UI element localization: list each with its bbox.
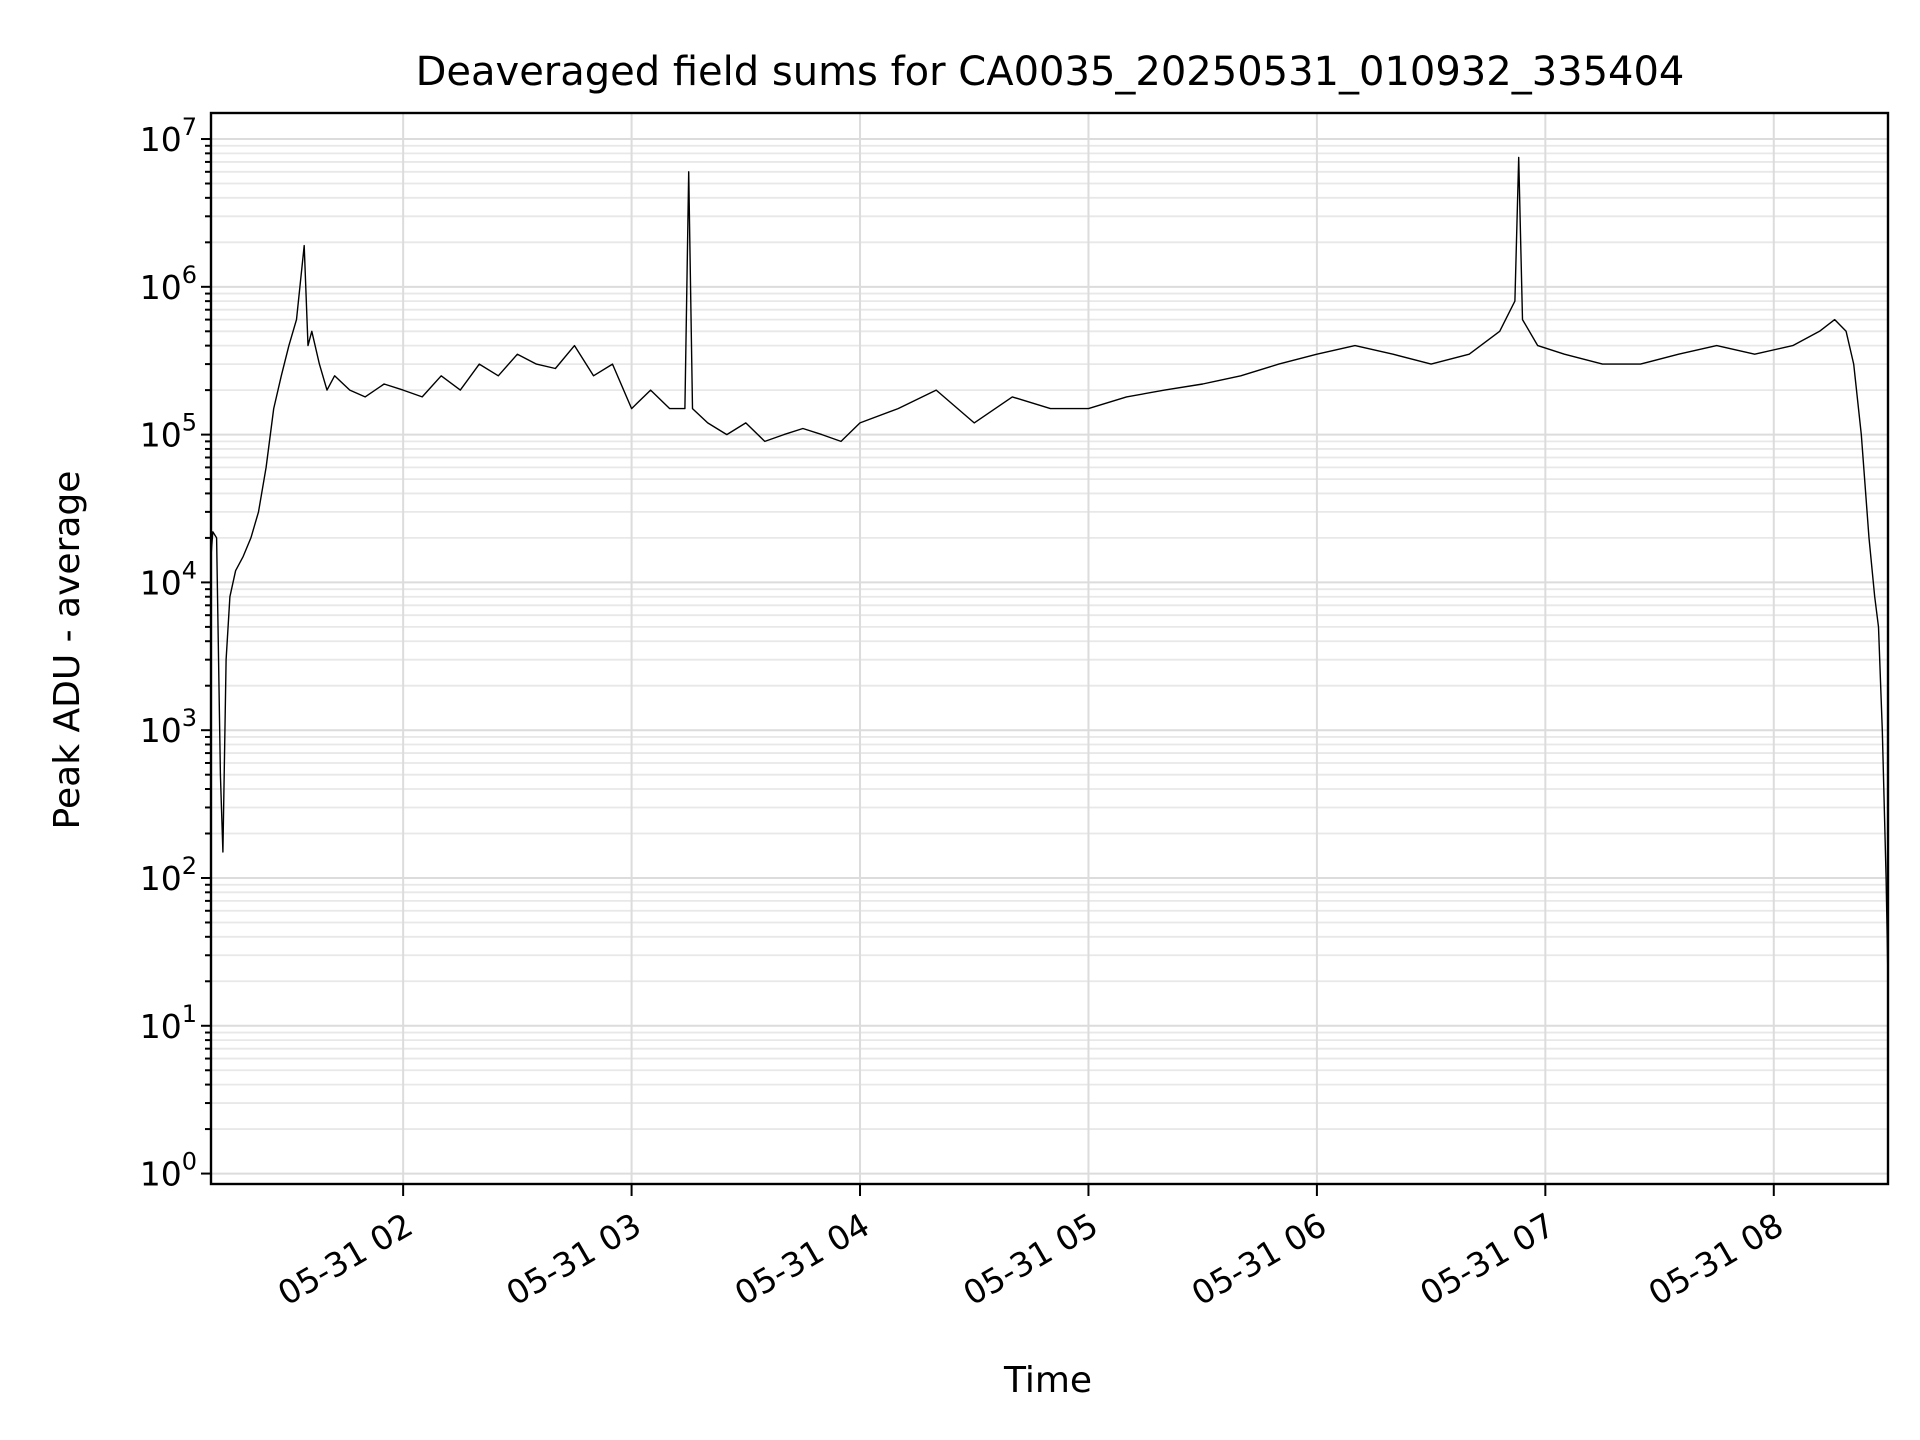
x-tick-label: 05-31 03: [500, 1205, 648, 1313]
x-tick-label: 05-31 04: [728, 1205, 876, 1313]
y-axis-label: Peak ADU - average: [47, 471, 88, 830]
grid: [211, 113, 1888, 1184]
y-tick-label: 102: [140, 852, 197, 898]
y-tick-label: 106: [140, 261, 197, 307]
plot-frame: [209, 111, 1890, 1186]
series-group: [210, 156, 1889, 982]
y-tick-label: 103: [140, 704, 197, 750]
x-tick-label: 05-31 07: [1413, 1205, 1561, 1313]
y-tick-label: 101: [140, 1000, 197, 1046]
chart-title: Deaveraged field sums for CA0035_2025053…: [416, 49, 1685, 95]
y-tick-label: 100: [140, 1148, 197, 1194]
x-tick-label: 05-31 06: [1185, 1205, 1333, 1313]
x-tick-label: 05-31 05: [956, 1205, 1104, 1313]
x-tick-label: 05-31 08: [1642, 1205, 1790, 1313]
series-line: [210, 156, 1889, 982]
y-tick-label: 105: [140, 409, 197, 455]
y-tick-label: 107: [140, 113, 197, 159]
x-tick-label: 05-31 02: [271, 1205, 419, 1313]
x-axis-label: Time: [1003, 1360, 1092, 1401]
y-tick-label: 104: [140, 556, 197, 602]
